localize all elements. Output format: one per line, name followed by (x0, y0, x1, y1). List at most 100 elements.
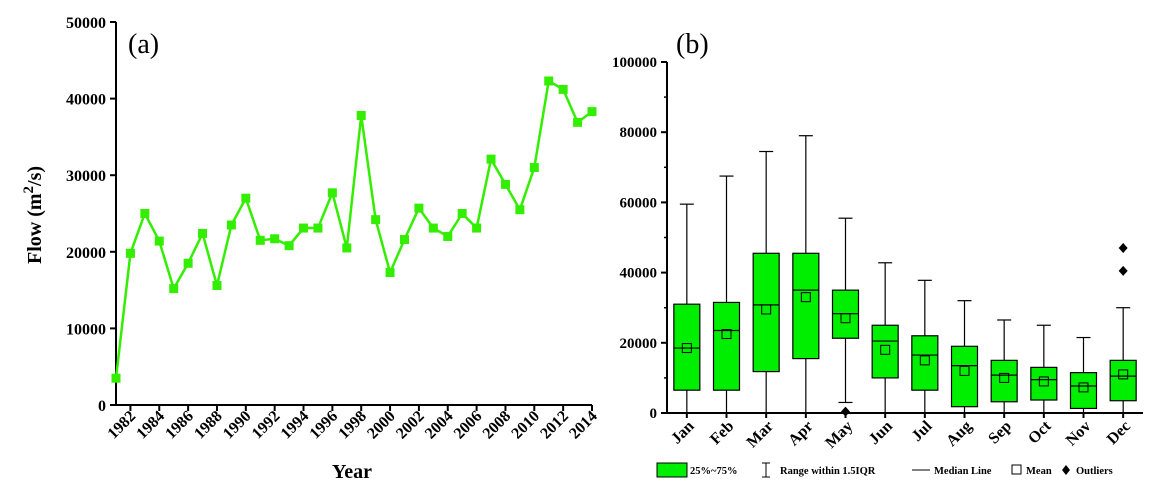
panel-b-x-tick-label: May (822, 418, 856, 452)
panel-a-y-tick-label: 20000 (66, 245, 106, 262)
panel-b-box-apr (792, 135, 820, 414)
panel-a-x-tick-label: 2014 (566, 408, 601, 443)
mean-marker (1038, 376, 1049, 387)
panel-a-x-tick-label: 1988 (191, 408, 226, 443)
panel-a-x-tick-label: 1992 (249, 408, 284, 443)
legend-range-swatch (762, 462, 770, 478)
panel-b-label: (b) (676, 29, 709, 60)
panel-a-x-tick-label: 1996 (307, 408, 342, 443)
mean-marker (1078, 382, 1089, 393)
panel-b-box-jan (673, 203, 701, 414)
panel-b-x-tick-label: Sep (985, 418, 1015, 448)
panel-a-data-point (457, 209, 467, 218)
panel-a-x-axis-label: Year (332, 461, 372, 481)
panel-b-x-tick-label: Aug (943, 418, 975, 450)
panel-a-data-point (558, 84, 568, 94)
mean-marker (959, 365, 970, 376)
panel-a-data-point (313, 223, 323, 233)
outlier-marker (1118, 265, 1128, 276)
legend-median-label: Median Line (934, 466, 992, 477)
panel-a-data-point (255, 235, 265, 245)
panel-a-x-tick-label: 2008 (480, 408, 515, 443)
panel-a-data-point (500, 179, 510, 189)
mean-marker (721, 329, 732, 340)
iqr-box (1030, 366, 1058, 401)
panel-a-y-axis-label: Flow (m2/s) (21, 166, 46, 264)
iqr-box (950, 345, 979, 408)
panel-a-data-point (212, 281, 222, 291)
panel-a-x-tick-label: 2010 (508, 408, 543, 443)
panel-a-data-point (529, 163, 539, 173)
panel-b-y-tick-label: 100000 (612, 55, 657, 71)
panel-b-x-tick-label: Jun (866, 418, 896, 448)
panel-a-data-point (573, 117, 583, 127)
iqr-box (712, 301, 741, 391)
panel-b-box-dec (1109, 243, 1137, 414)
panel-b-legend: 25%~75% Range within 1.5IQR Median Line … (656, 462, 1113, 478)
panel-b-box-feb (712, 175, 741, 414)
iqr-box (1109, 359, 1137, 402)
panel-b-y-tick-label: 40000 (620, 266, 658, 282)
panel-a-data-point (198, 228, 208, 238)
mean-marker (800, 292, 811, 303)
mean-marker (999, 372, 1010, 383)
panel-a-data-point (544, 76, 554, 86)
iqr-box (752, 252, 780, 373)
panel-a-y-tick-label: 50000 (66, 15, 106, 32)
panel-b-y-tick-label: 60000 (620, 195, 658, 211)
panel-b-x-tick-label: Jan (668, 418, 698, 448)
panel-a-data-point (371, 215, 381, 225)
panel-a-data-point (587, 107, 597, 117)
panel-b-box-may (831, 217, 860, 417)
panel-a-data-point (486, 154, 496, 164)
panel-a-data-point (443, 231, 453, 241)
panel-a-data-point (399, 235, 409, 245)
panel-a-x-tick-label: 1998 (335, 408, 370, 443)
legend-outlier-swatch (1062, 465, 1070, 475)
panel-b-box-jul (911, 279, 939, 414)
panel-a-data-point (169, 284, 179, 294)
panel-b-box-oct (1030, 324, 1058, 414)
mean-marker (761, 304, 772, 315)
mean-marker (840, 313, 851, 324)
legend-outliers-label: Outliers (1076, 466, 1113, 477)
panel-a-y-tick-label: 0 (98, 398, 106, 415)
panel-a-x-tick-label: 1994 (278, 408, 313, 443)
panel-b-box-mar (752, 150, 780, 414)
panel-a-x-tick-label: 2004 (422, 408, 457, 443)
legend-mean-swatch (1011, 464, 1022, 475)
panel-b-x-tick-label: Dec (1104, 418, 1134, 448)
panel-a-data-point (327, 188, 337, 198)
panel-a-x-tick-label: 1982 (105, 408, 140, 443)
outlier-marker (1118, 243, 1128, 254)
panel-b-box-aug (950, 300, 979, 414)
panel-b-box-jun (871, 262, 899, 414)
panel-a-x-tick-label: 1990 (220, 408, 255, 443)
panel-a-x-tick-label: 1984 (133, 408, 168, 443)
panel-a-y-tick-label: 30000 (66, 168, 106, 185)
panel-a-data-point (270, 234, 280, 244)
panel-a-data-point (299, 223, 309, 233)
legend-mean-label: Mean (1026, 466, 1052, 477)
legend-range-label: Range within 1.5IQR (780, 466, 876, 477)
iqr-box (990, 359, 1018, 403)
panel-a-data-point (515, 205, 525, 215)
panel-a-data-point (241, 193, 251, 203)
panel-b-x-tick-label: Feb (707, 418, 737, 448)
panel-a-x-tick-label: 1986 (162, 408, 197, 443)
iqr-box (1069, 372, 1098, 410)
iqr-box (871, 324, 899, 379)
legend-box-swatch (656, 462, 688, 478)
panel-b: (b) 0 20000 40000 60000 80000 100000 Jan Feb Mar… (612, 29, 1143, 452)
panel-a-x-tick-label: 2006 (451, 408, 486, 443)
panel-a-x-tick-label: 2000 (364, 408, 399, 443)
panel-a-data-point (385, 267, 395, 277)
panel-a-series-line (114, 78, 593, 379)
panel-b-box-nov (1069, 336, 1098, 414)
panel-a-y-tick-label: 10000 (66, 321, 106, 338)
panel-b-x-tick-label: Apr (785, 418, 817, 450)
panel-a-data-point (284, 241, 294, 251)
panel-a-data-point (154, 236, 164, 246)
mean-marker (919, 355, 930, 366)
